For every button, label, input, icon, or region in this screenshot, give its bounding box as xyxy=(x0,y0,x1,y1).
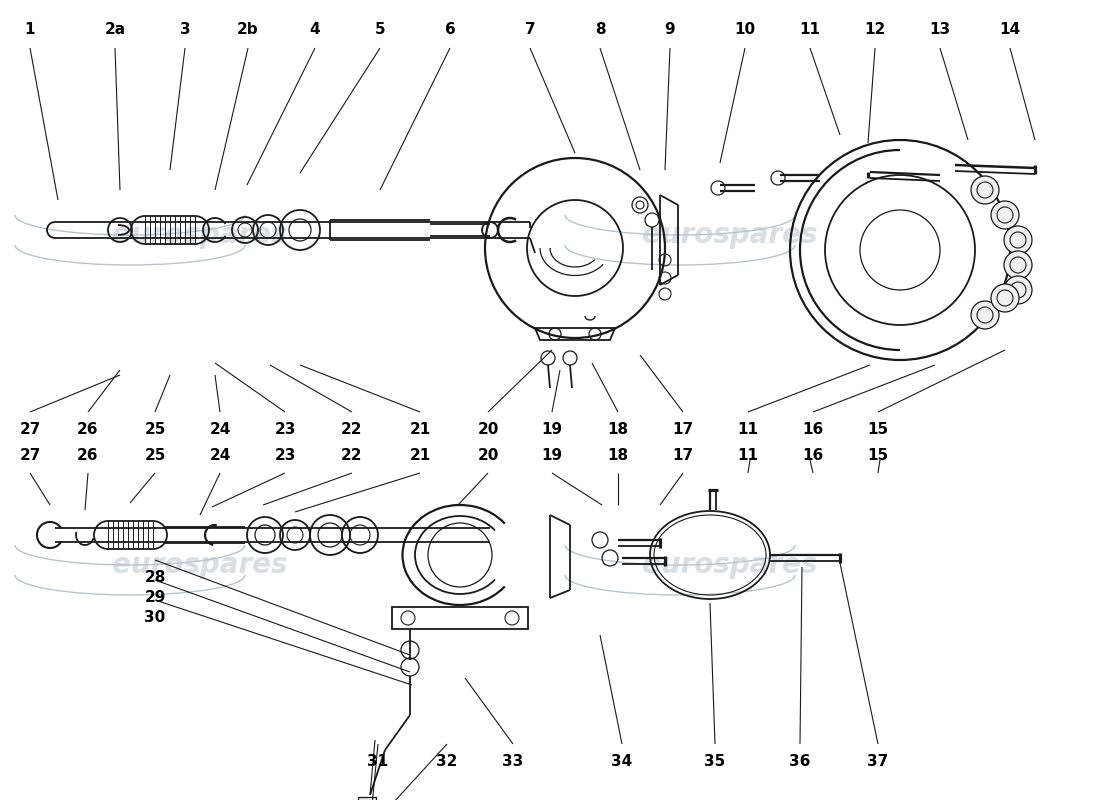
Text: 31: 31 xyxy=(367,754,388,770)
Text: 22: 22 xyxy=(341,447,363,462)
Text: 7: 7 xyxy=(525,22,536,38)
Text: 10: 10 xyxy=(735,22,756,38)
Text: 24: 24 xyxy=(209,447,231,462)
Text: 17: 17 xyxy=(672,422,694,438)
Text: 1: 1 xyxy=(24,22,35,38)
Text: 33: 33 xyxy=(503,754,524,770)
Text: 25: 25 xyxy=(144,447,166,462)
Text: 18: 18 xyxy=(607,447,628,462)
Text: eurospares: eurospares xyxy=(112,551,288,579)
Text: eurospares: eurospares xyxy=(642,221,817,249)
Bar xyxy=(358,797,376,800)
Text: 2b: 2b xyxy=(238,22,258,38)
Text: 11: 11 xyxy=(800,22,821,38)
Circle shape xyxy=(1004,226,1032,254)
Text: 11: 11 xyxy=(737,422,759,438)
Text: 21: 21 xyxy=(409,447,430,462)
Text: 30: 30 xyxy=(144,610,166,626)
Text: 2a: 2a xyxy=(104,22,125,38)
Text: 26: 26 xyxy=(77,447,99,462)
Text: 32: 32 xyxy=(437,754,458,770)
Text: 34: 34 xyxy=(612,754,632,770)
Text: 25: 25 xyxy=(144,422,166,438)
Text: 3: 3 xyxy=(179,22,190,38)
Bar xyxy=(392,607,528,629)
Text: 27: 27 xyxy=(20,447,41,462)
Circle shape xyxy=(991,284,1019,312)
Text: 23: 23 xyxy=(274,422,296,438)
Text: 24: 24 xyxy=(209,422,231,438)
Text: 36: 36 xyxy=(790,754,811,770)
Text: 19: 19 xyxy=(541,422,562,438)
Circle shape xyxy=(971,176,999,204)
Text: 37: 37 xyxy=(868,754,889,770)
Circle shape xyxy=(1004,251,1032,279)
Text: 29: 29 xyxy=(144,590,166,606)
Text: 9: 9 xyxy=(664,22,675,38)
Text: 20: 20 xyxy=(477,447,498,462)
Text: 35: 35 xyxy=(704,754,726,770)
Text: 8: 8 xyxy=(595,22,605,38)
Text: 23: 23 xyxy=(274,447,296,462)
Text: 16: 16 xyxy=(802,447,824,462)
Text: 15: 15 xyxy=(868,447,889,462)
Text: 6: 6 xyxy=(444,22,455,38)
Text: 16: 16 xyxy=(802,422,824,438)
Text: 15: 15 xyxy=(868,422,889,438)
Text: 4: 4 xyxy=(310,22,320,38)
Text: 17: 17 xyxy=(672,447,694,462)
Text: 26: 26 xyxy=(77,422,99,438)
Text: eurospares: eurospares xyxy=(112,221,288,249)
Text: 11: 11 xyxy=(737,447,759,462)
Text: 13: 13 xyxy=(930,22,950,38)
Circle shape xyxy=(971,301,999,329)
Text: 5: 5 xyxy=(375,22,385,38)
Text: 18: 18 xyxy=(607,422,628,438)
Circle shape xyxy=(991,201,1019,229)
Text: 28: 28 xyxy=(144,570,166,586)
Text: 27: 27 xyxy=(20,422,41,438)
Circle shape xyxy=(1004,276,1032,304)
Text: 21: 21 xyxy=(409,422,430,438)
Text: 14: 14 xyxy=(1000,22,1021,38)
Text: eurospares: eurospares xyxy=(642,551,817,579)
Text: 22: 22 xyxy=(341,422,363,438)
Text: 19: 19 xyxy=(541,447,562,462)
Text: 12: 12 xyxy=(865,22,886,38)
Text: 20: 20 xyxy=(477,422,498,438)
